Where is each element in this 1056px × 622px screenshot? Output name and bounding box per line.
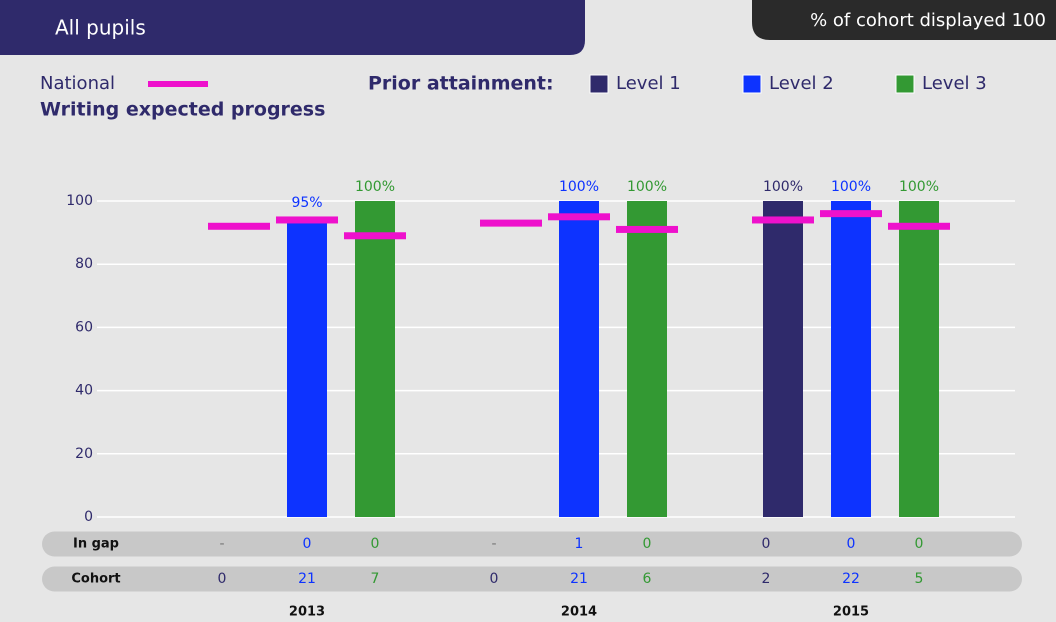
header-title: All pupils [55, 16, 146, 40]
row-label: Cohort [71, 572, 120, 587]
national-marker [208, 222, 270, 230]
national-marker [752, 216, 814, 224]
legend-label: Level 3 [922, 73, 987, 94]
bar [831, 201, 871, 517]
national-marker [276, 216, 338, 224]
row-value: - [491, 536, 496, 552]
y-tick-label: 0 [84, 509, 93, 525]
y-tick-label: 40 [75, 383, 93, 399]
national-marker [344, 232, 406, 240]
row-value: 6 [643, 571, 652, 587]
y-tick-label: 60 [75, 319, 93, 335]
row-value: 5 [915, 571, 924, 587]
row-value: 0 [371, 536, 380, 552]
legend-swatch [589, 74, 609, 94]
row-value: 0 [643, 536, 652, 552]
bar [559, 201, 599, 517]
value-label: 95% [291, 195, 322, 211]
legend-label: Level 1 [616, 73, 681, 94]
x-tick-label: 2015 [833, 605, 869, 620]
national-marker [820, 210, 882, 218]
row-value: - [219, 536, 224, 552]
row-bg [42, 531, 1022, 557]
row-value: 22 [842, 571, 860, 587]
row-value: 7 [371, 571, 380, 587]
row-label: In gap [73, 537, 119, 552]
legend-title: Prior attainment: [368, 73, 554, 95]
row-value: 1 [575, 536, 584, 552]
row-value: 0 [847, 536, 856, 552]
national-marker [548, 213, 610, 221]
chart-title: Writing expected progress [40, 99, 325, 121]
legend-label: Level 2 [769, 73, 834, 94]
badge: % of cohort displayed 100 [810, 10, 1046, 31]
legend-swatch [742, 74, 762, 94]
row-value: 0 [490, 571, 499, 587]
row-value: 0 [218, 571, 227, 587]
badge-bg [752, 0, 1056, 40]
row-value: 21 [298, 571, 316, 587]
national-marker [888, 222, 950, 230]
y-tick-label: 80 [75, 256, 93, 272]
bar [287, 216, 327, 518]
row-bg [42, 566, 1022, 592]
national-marker [616, 225, 678, 233]
value-label: 100% [831, 179, 871, 195]
row-value: 0 [762, 536, 771, 552]
row-value: 0 [303, 536, 312, 552]
bar [763, 201, 803, 517]
value-label: 100% [763, 179, 803, 195]
bar [899, 201, 939, 517]
legend-swatch [895, 74, 915, 94]
value-label: 100% [899, 179, 939, 195]
x-tick-label: 2014 [561, 605, 597, 620]
value-label: 100% [559, 179, 599, 195]
header-bar [0, 0, 585, 55]
legend-national: National [40, 73, 115, 94]
row-value: 0 [915, 536, 924, 552]
value-label: 100% [355, 179, 395, 195]
x-tick-label: 2013 [289, 605, 325, 620]
y-tick-label: 20 [75, 446, 93, 462]
y-tick-label: 100 [66, 193, 93, 209]
bar [627, 201, 667, 517]
value-label: 100% [627, 179, 667, 195]
national-marker [480, 219, 542, 227]
bar [355, 201, 395, 517]
row-value: 21 [570, 571, 588, 587]
row-value: 2 [762, 571, 771, 587]
